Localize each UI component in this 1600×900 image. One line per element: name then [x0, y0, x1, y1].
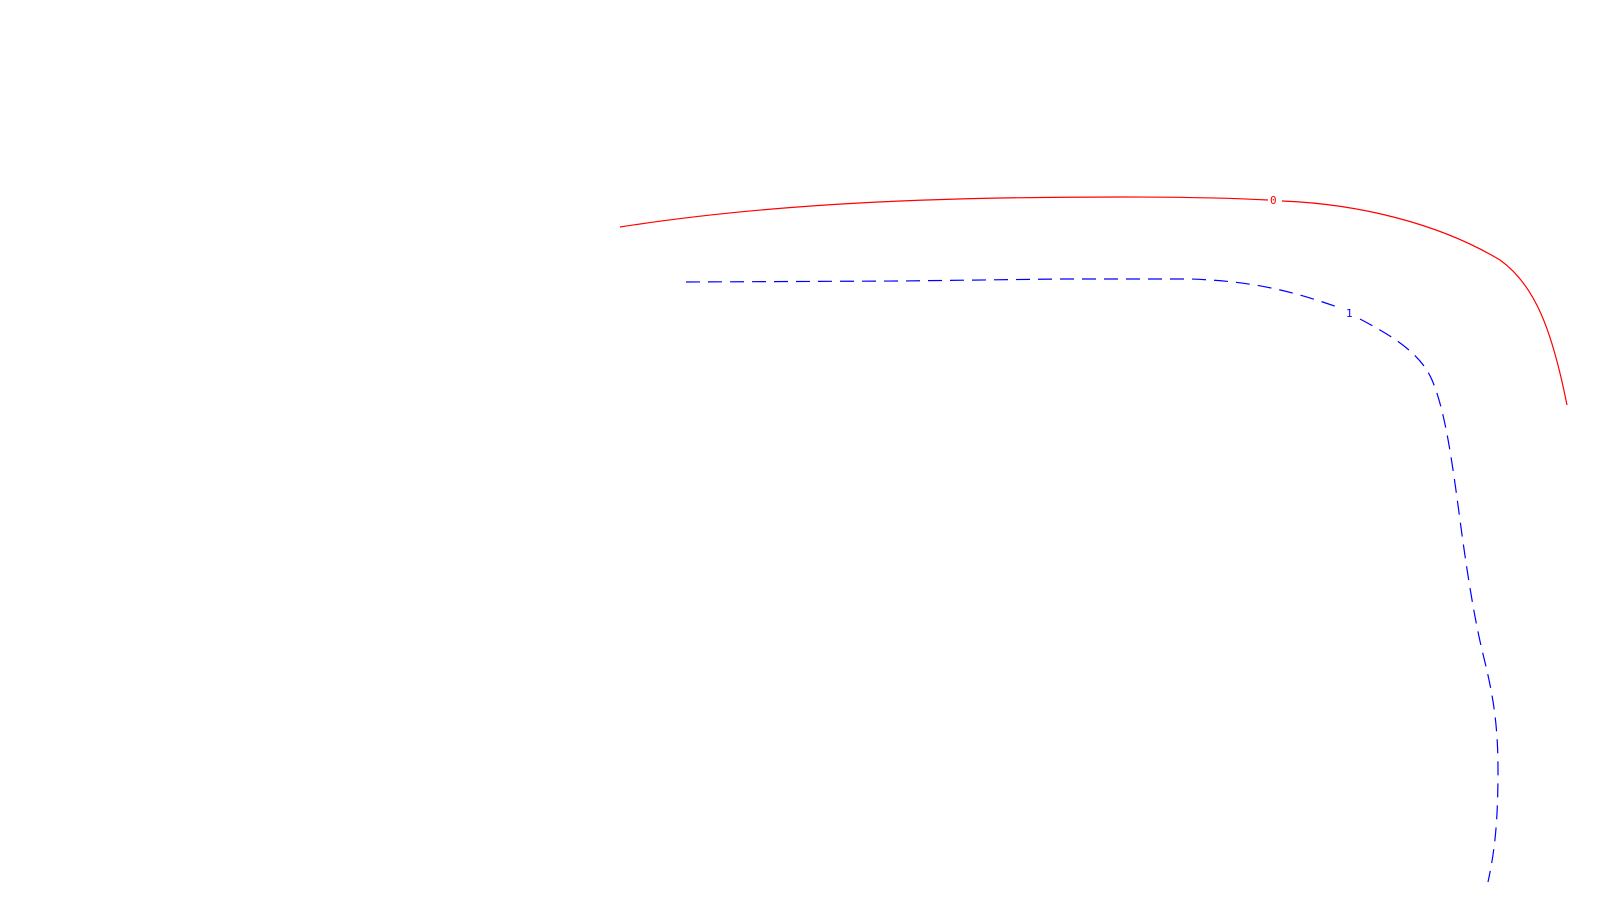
contour-line-1: 1	[685, 278, 1499, 883]
contour-label-1: 1	[1346, 307, 1353, 320]
contour-label-0: 0	[1270, 194, 1277, 207]
contour-line-0: 0	[619, 194, 1568, 406]
contour-path-1	[685, 278, 1499, 883]
contour-path-0	[619, 196, 1568, 406]
